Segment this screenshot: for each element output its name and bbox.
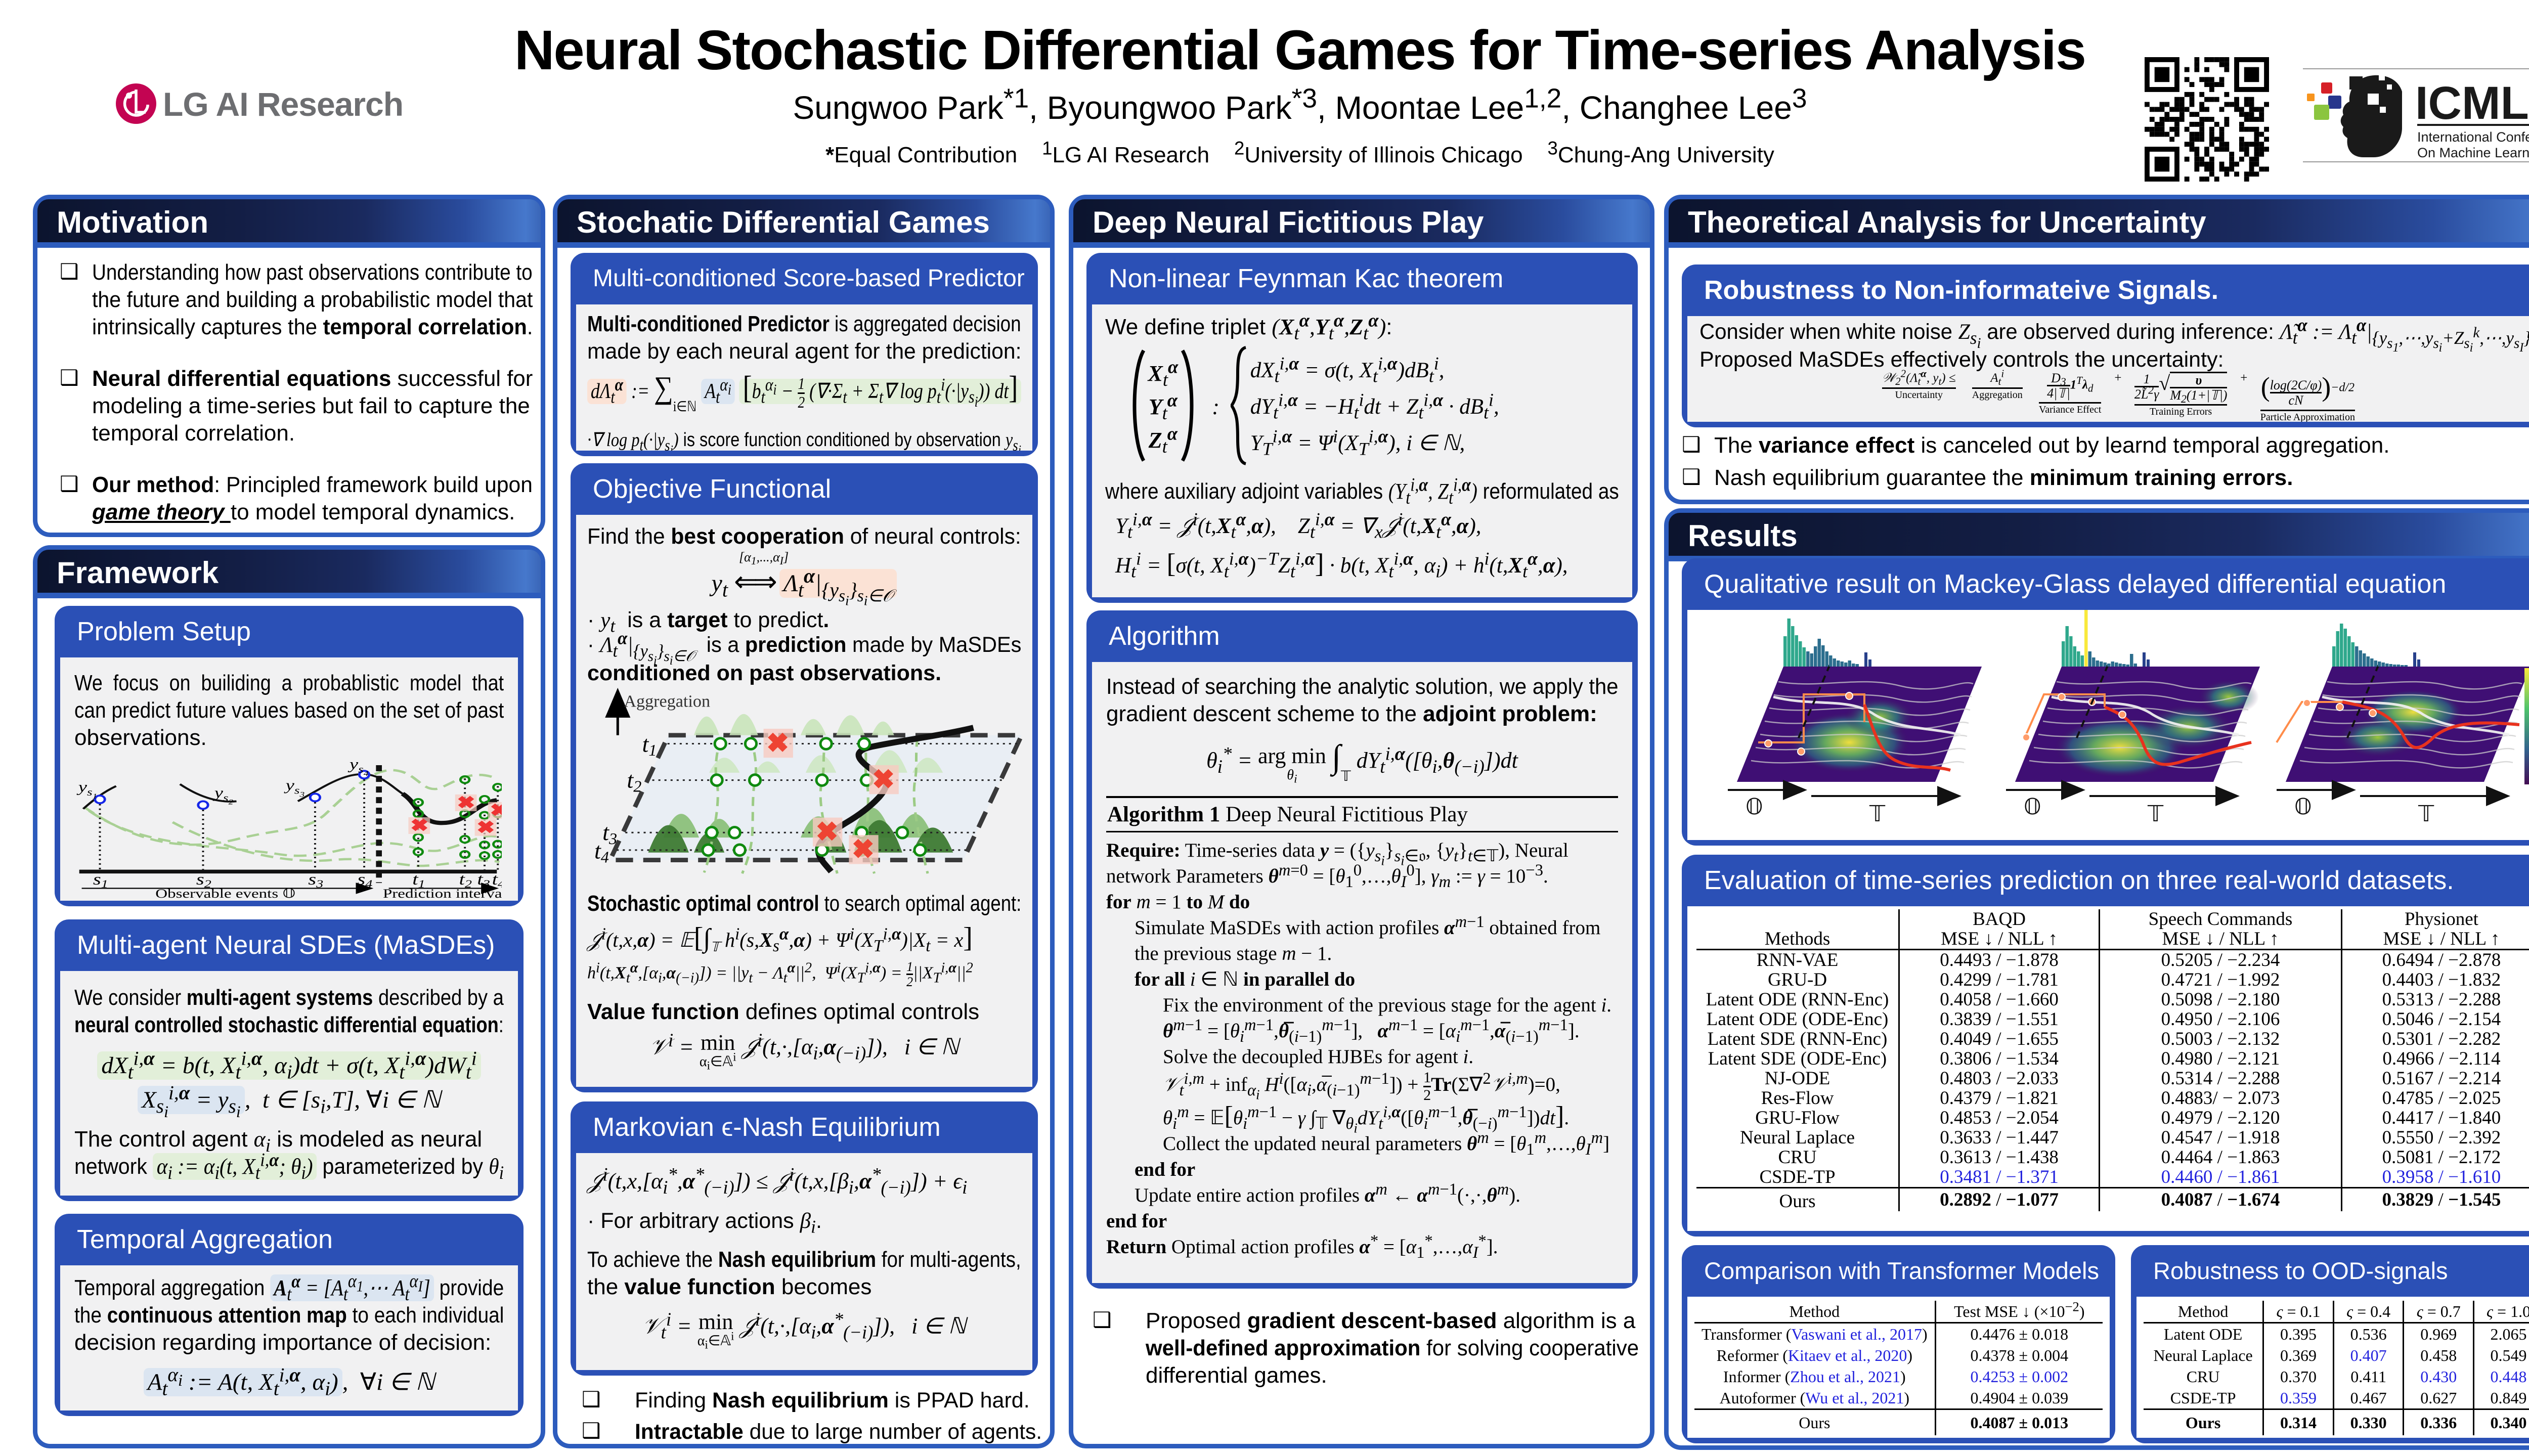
svg-text:✖: ✖ [490,801,502,820]
svg-text:𝕋: 𝕋 [1869,802,1886,826]
svg-text:✖: ✖ [852,834,874,863]
svg-text:LG AI Research: LG AI Research [163,85,403,123]
svg-text:t2: t2 [627,767,641,795]
svg-text:𝕆: 𝕆 [2294,795,2312,819]
svg-text:𝕆: 𝕆 [1746,795,1763,819]
svg-text:ICML: ICML [2415,77,2529,129]
svg-text:t1: t1 [642,731,657,759]
svg-text:✖: ✖ [410,816,428,835]
svg-text:✖: ✖ [476,818,495,836]
svg-text:International Conference: International Conference [2417,129,2529,145]
svg-text:ys1: ys1 [76,778,97,801]
svg-text:Observable events 𝕆: Observable events 𝕆 [155,887,295,898]
svg-text:✖: ✖ [457,793,475,812]
svg-text:✖: ✖ [873,765,895,793]
svg-text:✖: ✖ [816,817,838,846]
svg-text:On Machine Learning: On Machine Learning [2417,145,2529,160]
svg-text:𝕋: 𝕋 [2418,802,2434,826]
svg-text:𝕆: 𝕆 [2024,795,2041,819]
svg-text:✖: ✖ [767,728,789,757]
svg-text:ys2: ys2 [212,784,233,806]
svg-text:t3: t3 [602,819,617,847]
svg-text:Aggregation: Aggregation [624,692,710,711]
svg-text:ys3: ys3 [284,776,304,799]
svg-text:𝕋: 𝕋 [2147,802,2164,826]
svg-text:Prediction interval 𝕋: Prediction interval 𝕋 [383,887,502,898]
svg-text:s3: s3 [308,870,323,890]
